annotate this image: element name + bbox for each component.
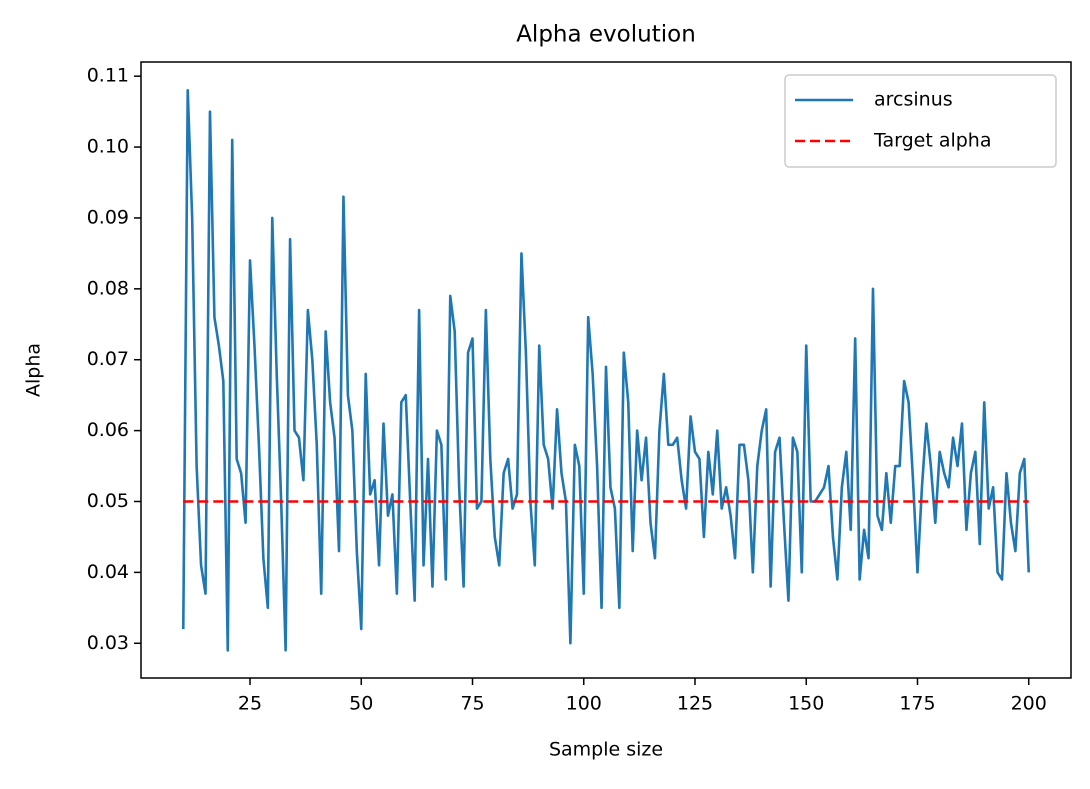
x-tick-label: 75	[460, 693, 484, 715]
x-tick-label: 100	[566, 693, 602, 715]
x-tick-label: 125	[677, 693, 713, 715]
plot-frame	[140, 61, 1072, 679]
legend-box	[784, 74, 1057, 168]
y-tick-label: 0.04	[87, 561, 129, 583]
chart-title: Alpha evolution	[516, 22, 696, 48]
legend-label: arcsinus	[874, 89, 953, 111]
y-tick-label: 0.10	[87, 136, 129, 158]
x-tick-label: 200	[1011, 693, 1047, 715]
y-tick-label: 0.08	[87, 277, 129, 299]
y-tick-label: 0.06	[87, 419, 129, 441]
y-tick-label: 0.03	[87, 632, 129, 654]
x-tick-label: 175	[899, 693, 935, 715]
y-tick-label: 0.09	[87, 206, 129, 228]
x-tick-label: 150	[788, 693, 824, 715]
legend-label: Target alpha	[873, 130, 992, 152]
x-axis-label: Sample size	[549, 739, 663, 761]
series-line	[181, 89, 1031, 652]
y-tick-label: 0.07	[87, 348, 129, 370]
y-tick-label: 0.11	[87, 65, 129, 87]
y-axis-label: Alpha	[23, 343, 45, 397]
x-tick-label: 25	[238, 693, 262, 715]
y-tick-label: 0.05	[87, 490, 129, 512]
x-tick-label: 50	[349, 693, 373, 715]
